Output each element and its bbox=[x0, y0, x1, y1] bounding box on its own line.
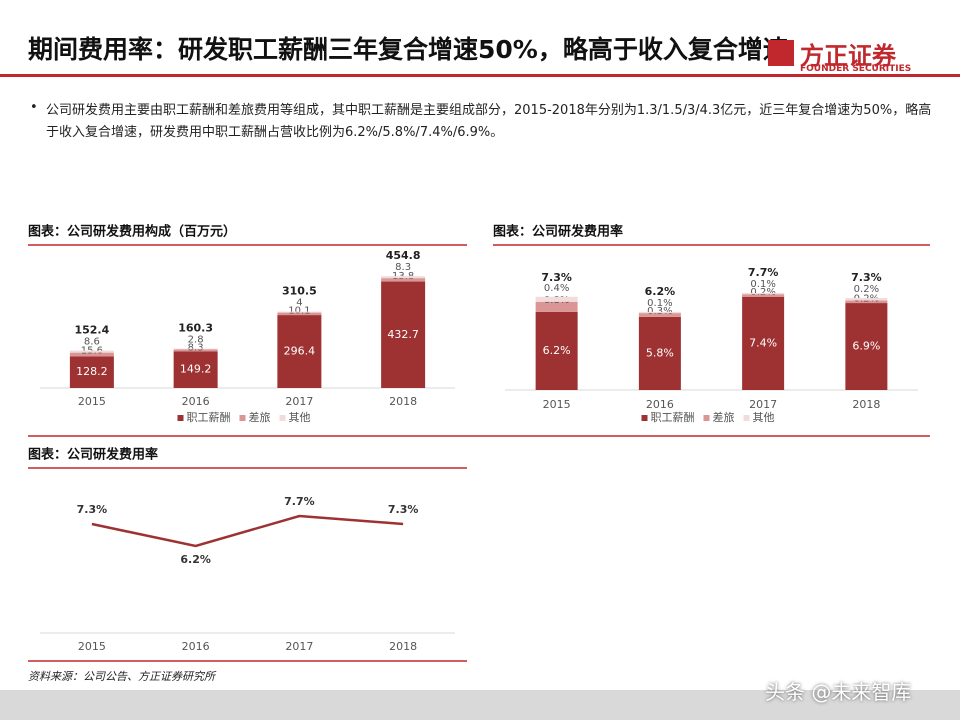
title-rule bbox=[0, 74, 960, 77]
total-label: 7.7% bbox=[748, 266, 779, 279]
data-label: 0.3% bbox=[647, 306, 672, 317]
bar-segment bbox=[535, 301, 578, 312]
total-label: 454.8 bbox=[386, 249, 421, 262]
x-tick-label: 2017 bbox=[285, 640, 313, 653]
legend-swatch bbox=[239, 415, 246, 421]
slide-title: 期间费用率：研发职工薪酬三年复合增速50%，略高于收入复合增速 bbox=[28, 35, 788, 64]
total-label: 152.4 bbox=[74, 324, 109, 337]
bar-segment bbox=[845, 298, 888, 301]
data-label: 0.1% bbox=[750, 279, 775, 290]
chart-title: 图表：公司研发费用构成（百万元） bbox=[28, 224, 236, 240]
chart-title: 图表：公司研发费用率 bbox=[493, 224, 623, 240]
x-tick-label: 2015 bbox=[78, 395, 106, 408]
data-label: 8.3 bbox=[395, 262, 411, 273]
data-label: 6.2% bbox=[543, 344, 571, 357]
data-label: 0.4% bbox=[544, 283, 569, 294]
bar-segment bbox=[535, 296, 578, 302]
legend-swatch bbox=[743, 415, 750, 421]
bar-segment bbox=[173, 349, 218, 352]
x-tick-label: 2016 bbox=[182, 640, 210, 653]
bar-segment bbox=[638, 316, 681, 390]
bar-segment bbox=[742, 296, 785, 390]
x-tick-label: 2015 bbox=[78, 640, 106, 653]
bar-segment bbox=[381, 278, 426, 282]
bar-segment bbox=[845, 303, 888, 390]
data-label: 7.3% bbox=[388, 503, 419, 516]
total-label: 6.2% bbox=[645, 285, 676, 298]
data-label: 6.2% bbox=[180, 553, 211, 566]
x-tick-label: 2016 bbox=[646, 398, 674, 411]
bar-segment bbox=[742, 294, 785, 297]
legend-swatch bbox=[177, 415, 184, 421]
footer-band bbox=[0, 690, 960, 720]
bar-segment bbox=[381, 276, 426, 279]
logo-icon bbox=[768, 40, 794, 66]
legend-label: 其他 bbox=[753, 411, 775, 424]
data-label: 0.2% bbox=[854, 284, 879, 295]
data-label: 4 bbox=[296, 298, 302, 309]
data-label: 6.9% bbox=[852, 340, 880, 353]
bar-segment bbox=[173, 351, 218, 388]
logo-subtitle: FOUNDER SECURITIES bbox=[800, 64, 912, 74]
data-label: 7.7% bbox=[284, 495, 315, 508]
legend-label: 职工薪酬 bbox=[187, 411, 231, 424]
x-tick-label: 2017 bbox=[285, 395, 313, 408]
bar-segment bbox=[638, 311, 681, 314]
total-label: 7.3% bbox=[541, 271, 572, 284]
data-label: 8.6 bbox=[84, 337, 100, 348]
legend-swatch bbox=[703, 415, 710, 421]
legend-label: 差旅 bbox=[249, 410, 271, 424]
data-label: 8.3 bbox=[188, 342, 204, 353]
bullet-text: 公司研发费用主要由职工薪酬和差旅费用等组成，其中职工薪酬是主要组成部分，2015… bbox=[46, 103, 932, 140]
bar-segment bbox=[277, 315, 322, 388]
data-label: 10.1 bbox=[288, 306, 310, 317]
bar-segment bbox=[381, 281, 426, 388]
total-label: 7.3% bbox=[851, 271, 882, 284]
data-label: 432.7 bbox=[387, 328, 419, 341]
data-label: 149.2 bbox=[180, 363, 212, 376]
data-label: 5.8% bbox=[646, 346, 674, 359]
total-label: 310.5 bbox=[282, 285, 317, 298]
total-label: 160.3 bbox=[178, 322, 213, 335]
bar-segment bbox=[742, 292, 785, 295]
x-tick-label: 2017 bbox=[749, 398, 777, 411]
logo-name: 方正证券 bbox=[800, 42, 896, 70]
data-label: 0.2% bbox=[750, 287, 775, 298]
bar-segment bbox=[638, 313, 681, 317]
data-label: 296.4 bbox=[284, 345, 316, 358]
data-label: 7.4% bbox=[749, 336, 777, 349]
bar-segment bbox=[173, 348, 218, 350]
bar-segment bbox=[277, 311, 322, 313]
watermark: 头条 @未来智库 bbox=[765, 680, 912, 704]
legend-swatch bbox=[641, 415, 648, 421]
legend-label: 差旅 bbox=[713, 410, 735, 424]
bar-segment bbox=[69, 350, 114, 353]
x-tick-label: 2018 bbox=[389, 395, 417, 408]
legend-swatch bbox=[279, 415, 286, 421]
source: 资料来源：公司公告、方正证券研究所 bbox=[28, 670, 215, 683]
chart-title: 图表：公司研发费用率 bbox=[28, 447, 158, 463]
bar-segment bbox=[845, 300, 888, 304]
bar-segment bbox=[277, 312, 322, 316]
x-tick-label: 2016 bbox=[182, 395, 210, 408]
data-label: 128.2 bbox=[76, 365, 108, 378]
data-label: 2.8 bbox=[188, 335, 204, 346]
data-label: 0.1% bbox=[647, 298, 672, 309]
x-tick-label: 2018 bbox=[389, 640, 417, 653]
legend-label: 职工薪酬 bbox=[651, 411, 695, 424]
bar-segment bbox=[69, 352, 114, 357]
line bbox=[91, 514, 404, 548]
bar-segment bbox=[69, 356, 114, 388]
x-tick-label: 2018 bbox=[852, 398, 880, 411]
x-tick-label: 2015 bbox=[543, 398, 571, 411]
bar-segment bbox=[535, 311, 578, 390]
legend-label: 其他 bbox=[289, 411, 311, 424]
data-label: 7.3% bbox=[77, 503, 108, 516]
